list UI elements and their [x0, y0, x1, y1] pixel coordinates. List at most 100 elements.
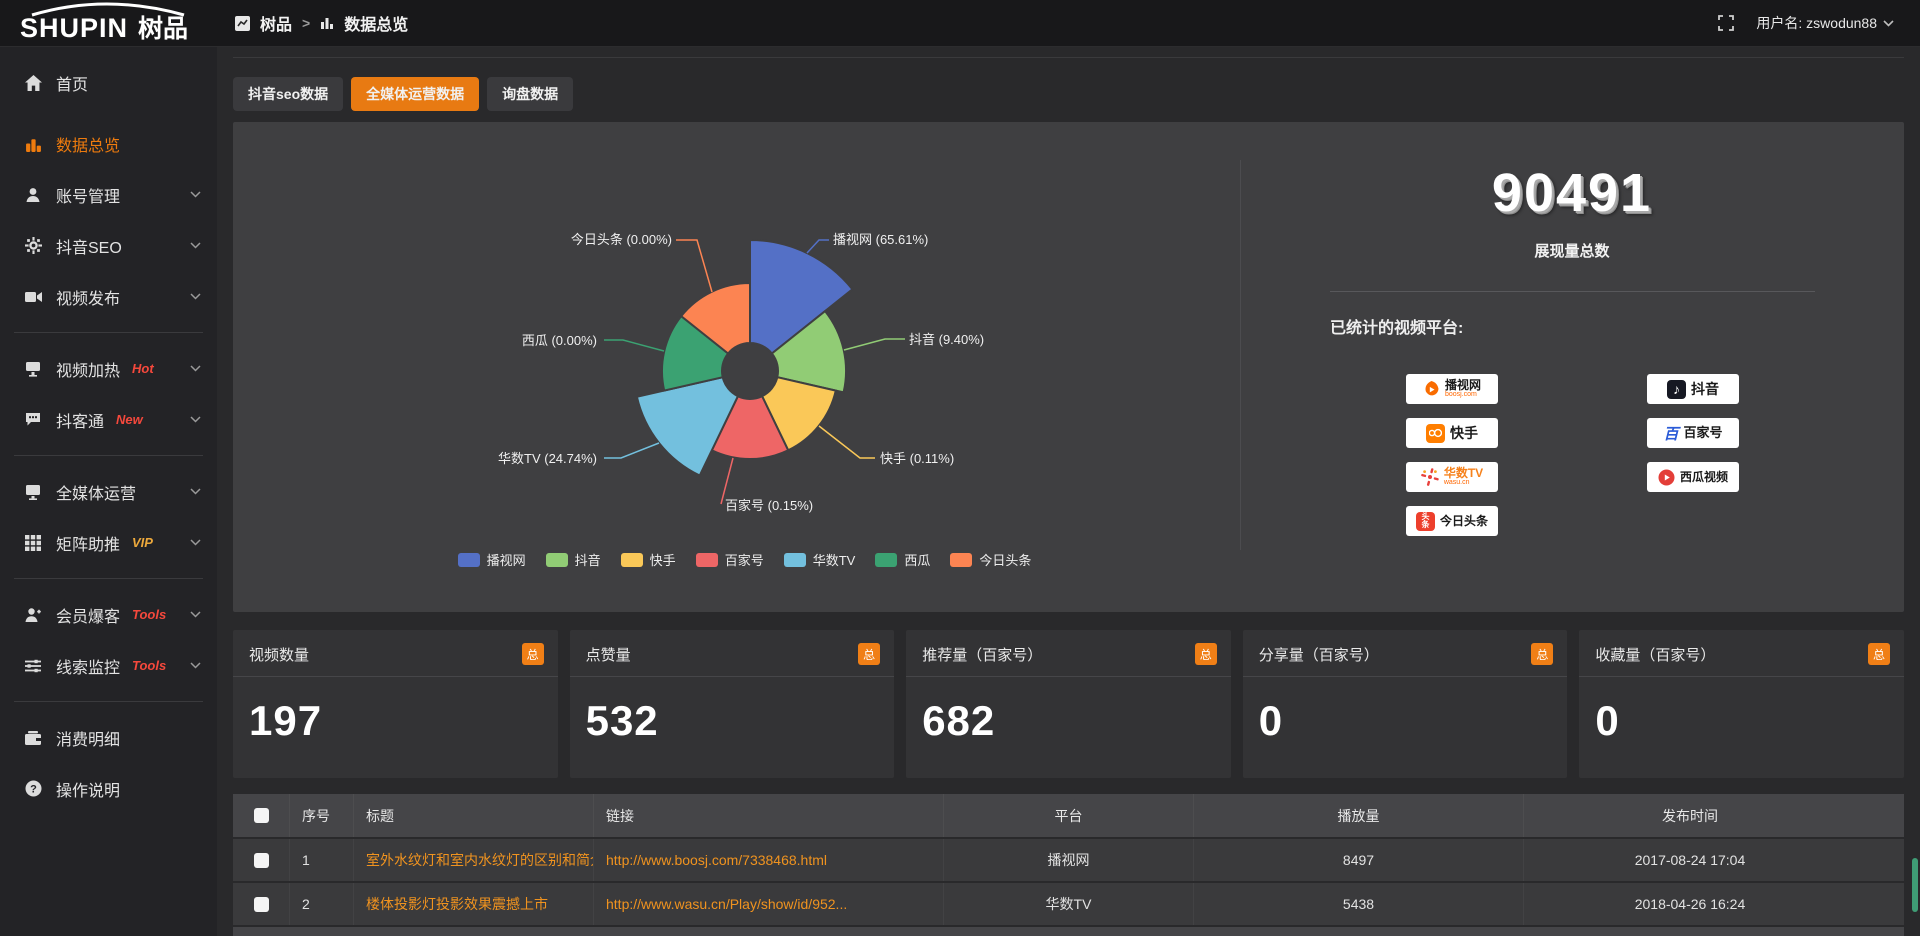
cell-time: 2018-04-26 16:24 [1523, 883, 1904, 925]
baijia-icon: 百 [1663, 425, 1679, 443]
sidebar-item-douyin-seo[interactable]: 抖音SEO [0, 220, 217, 271]
total-badge: 总 [1194, 643, 1217, 665]
legend-item[interactable]: 西瓜 [875, 550, 930, 569]
pie-slice-快手[interactable] [760, 376, 837, 452]
monitor-icon [24, 484, 42, 500]
tab-omnimedia[interactable]: 全媒体运营数据 [351, 77, 480, 111]
cell-index: 2 [289, 883, 353, 925]
video-url-link[interactable]: http://www.boosj.com/7338468.html [606, 852, 828, 868]
sidebar-item-label: 视频加热 [56, 362, 121, 380]
tab-inquiry[interactable]: 询盘数据 [487, 77, 574, 111]
new-badge: New [116, 412, 143, 427]
pie-slice-播视网[interactable] [749, 238, 854, 355]
col-header-plays: 播放量 [1193, 794, 1523, 837]
row-checkbox[interactable] [253, 852, 269, 868]
stat-value: 197 [249, 697, 323, 744]
legend-swatch [620, 552, 643, 567]
total-badge: 总 [1531, 643, 1554, 665]
chevron-down-icon [190, 191, 201, 198]
legend-label: 华数TV [812, 553, 856, 568]
cell-time: 2017-08-24 17:04 [1523, 839, 1904, 881]
row-checkbox[interactable] [253, 896, 269, 912]
chevron-down-icon [190, 539, 201, 546]
legend-swatch [545, 552, 568, 567]
cell-index: 1 [289, 839, 353, 881]
header-divider [233, 57, 1904, 58]
user-menu[interactable]: 用户名: zswodun88 [1756, 13, 1894, 33]
sidebar-item-doketong[interactable]: 抖客通 New [0, 394, 217, 445]
stat-card-recommends: 推荐量（百家号） 总 682 [906, 630, 1231, 778]
pie-slice-今日头条[interactable] [679, 281, 751, 355]
stat-title: 推荐量（百家号） [922, 646, 1043, 664]
sidebar-item-label: 首页 [56, 76, 89, 94]
table-row-clipped [233, 927, 1904, 936]
video-icon [24, 290, 42, 304]
chevron-down-icon [190, 611, 201, 618]
video-title-link[interactable]: 室外水纹灯和室内水纹灯的区别和简介 [366, 852, 593, 868]
pie-leader-line [676, 239, 713, 293]
pie-slice-华数TV[interactable] [635, 376, 740, 477]
stat-card-favorites: 收藏量（百家号） 总 0 [1579, 630, 1904, 778]
wasu-icon [1420, 468, 1439, 486]
sidebar-item-home[interactable]: 首页 [0, 57, 217, 108]
tab-douyin-seo[interactable]: 抖音seo数据 [233, 77, 344, 111]
platform-badge-boosj: 播视网 boosj.com [1406, 374, 1498, 404]
pie-slice-抖音[interactable] [770, 309, 848, 394]
legend-label: 今日头条 [979, 553, 1032, 568]
legend-item[interactable]: 百家号 [695, 550, 764, 569]
total-badge: 总 [521, 643, 544, 665]
chevron-down-icon [190, 416, 201, 423]
cell-plays: 8497 [1193, 839, 1523, 881]
sidebar-item-matrix-boost[interactable]: 矩阵助推 VIP [0, 517, 217, 568]
logo-text-en: SHUPIN [20, 13, 128, 43]
username-label: 用户名: zswodun88 [1756, 15, 1877, 31]
legend-label: 抖音 [574, 553, 601, 568]
legend-item[interactable]: 华数TV [783, 550, 856, 569]
sidebar-item-omnimedia[interactable]: 全媒体运营 [0, 466, 217, 517]
breadcrumb-separator: > [302, 15, 311, 31]
sidebar-item-lead-monitor[interactable]: 线索监控 Tools [0, 640, 217, 691]
hot-badge: Hot [132, 361, 154, 376]
platform-badge-xigua: 西瓜视频 [1647, 462, 1739, 492]
sidebar-divider [14, 578, 203, 579]
legend-label: 快手 [649, 553, 676, 568]
panel-vertical-divider [1240, 160, 1241, 550]
sidebar-item-account[interactable]: 账号管理 [0, 169, 217, 220]
legend-label: 西瓜 [904, 553, 931, 568]
stat-cards: 视频数量 总 197 点赞量 总 532 推荐量（百家号） 总 682 分享量（百家号… [233, 630, 1904, 778]
data-tabs: 抖音seo数据 全媒体运营数据 询盘数据 [233, 77, 1904, 111]
pie-slice-西瓜[interactable] [661, 314, 730, 392]
xigua-icon [1658, 469, 1675, 485]
sidebar-item-data-overview[interactable]: 数据总览 [0, 118, 217, 169]
video-title-link[interactable]: 楼体投影灯投影效果震撼上市 [366, 896, 548, 912]
legend-item[interactable]: 播视网 [457, 550, 526, 569]
chevron-down-icon [190, 488, 201, 495]
pie-label-toutiao: 今日头条 (0.00%) [570, 232, 672, 247]
legend-item[interactable]: 今日头条 [950, 550, 1031, 569]
legend-item[interactable]: 抖音 [545, 550, 601, 569]
sidebar-item-help[interactable]: ? 操作说明 [0, 763, 217, 814]
platforms-label: 已统计的视频平台: [1330, 320, 1464, 337]
boosj-icon [1425, 380, 1439, 395]
legend-swatch [695, 552, 718, 567]
sidebar-item-member-burst[interactable]: 会员爆客 Tools [0, 589, 217, 640]
stat-card-shares: 分享量（百家号） 总 0 [1242, 630, 1568, 778]
video-url-link[interactable]: http://www.wasu.cn/Play/show/id/952... [606, 896, 848, 912]
sidebar-item-video-publish[interactable]: 视频发布 [0, 271, 217, 322]
videos-table: 序号 标题 链接 平台 播放量 发布时间 1 室外水纹灯和室内水纹灯的区别和简介… [233, 794, 1904, 936]
breadcrumb: 树品 > 数据总览 [235, 11, 408, 35]
breadcrumb-item-home[interactable]: 树品 [260, 17, 293, 34]
fullscreen-icon[interactable] [1718, 15, 1735, 31]
sidebar-item-video-heat[interactable]: 视频加热 Hot [0, 343, 217, 394]
sidebar-divider [14, 455, 203, 456]
sidebar-item-expense-detail[interactable]: 消费明细 [0, 712, 217, 763]
select-all-checkbox[interactable] [253, 808, 269, 823]
sidebar-divider [14, 701, 203, 702]
sidebar-item-label: 会员爆客 [56, 608, 121, 626]
bar-chart-icon [24, 136, 42, 152]
scrollbar-thumb[interactable] [1912, 858, 1918, 912]
sidebar-item-label: 操作说明 [56, 782, 121, 800]
legend-item[interactable]: 快手 [620, 550, 676, 569]
pie-leader-line [604, 339, 665, 352]
stat-value: 532 [585, 697, 659, 744]
